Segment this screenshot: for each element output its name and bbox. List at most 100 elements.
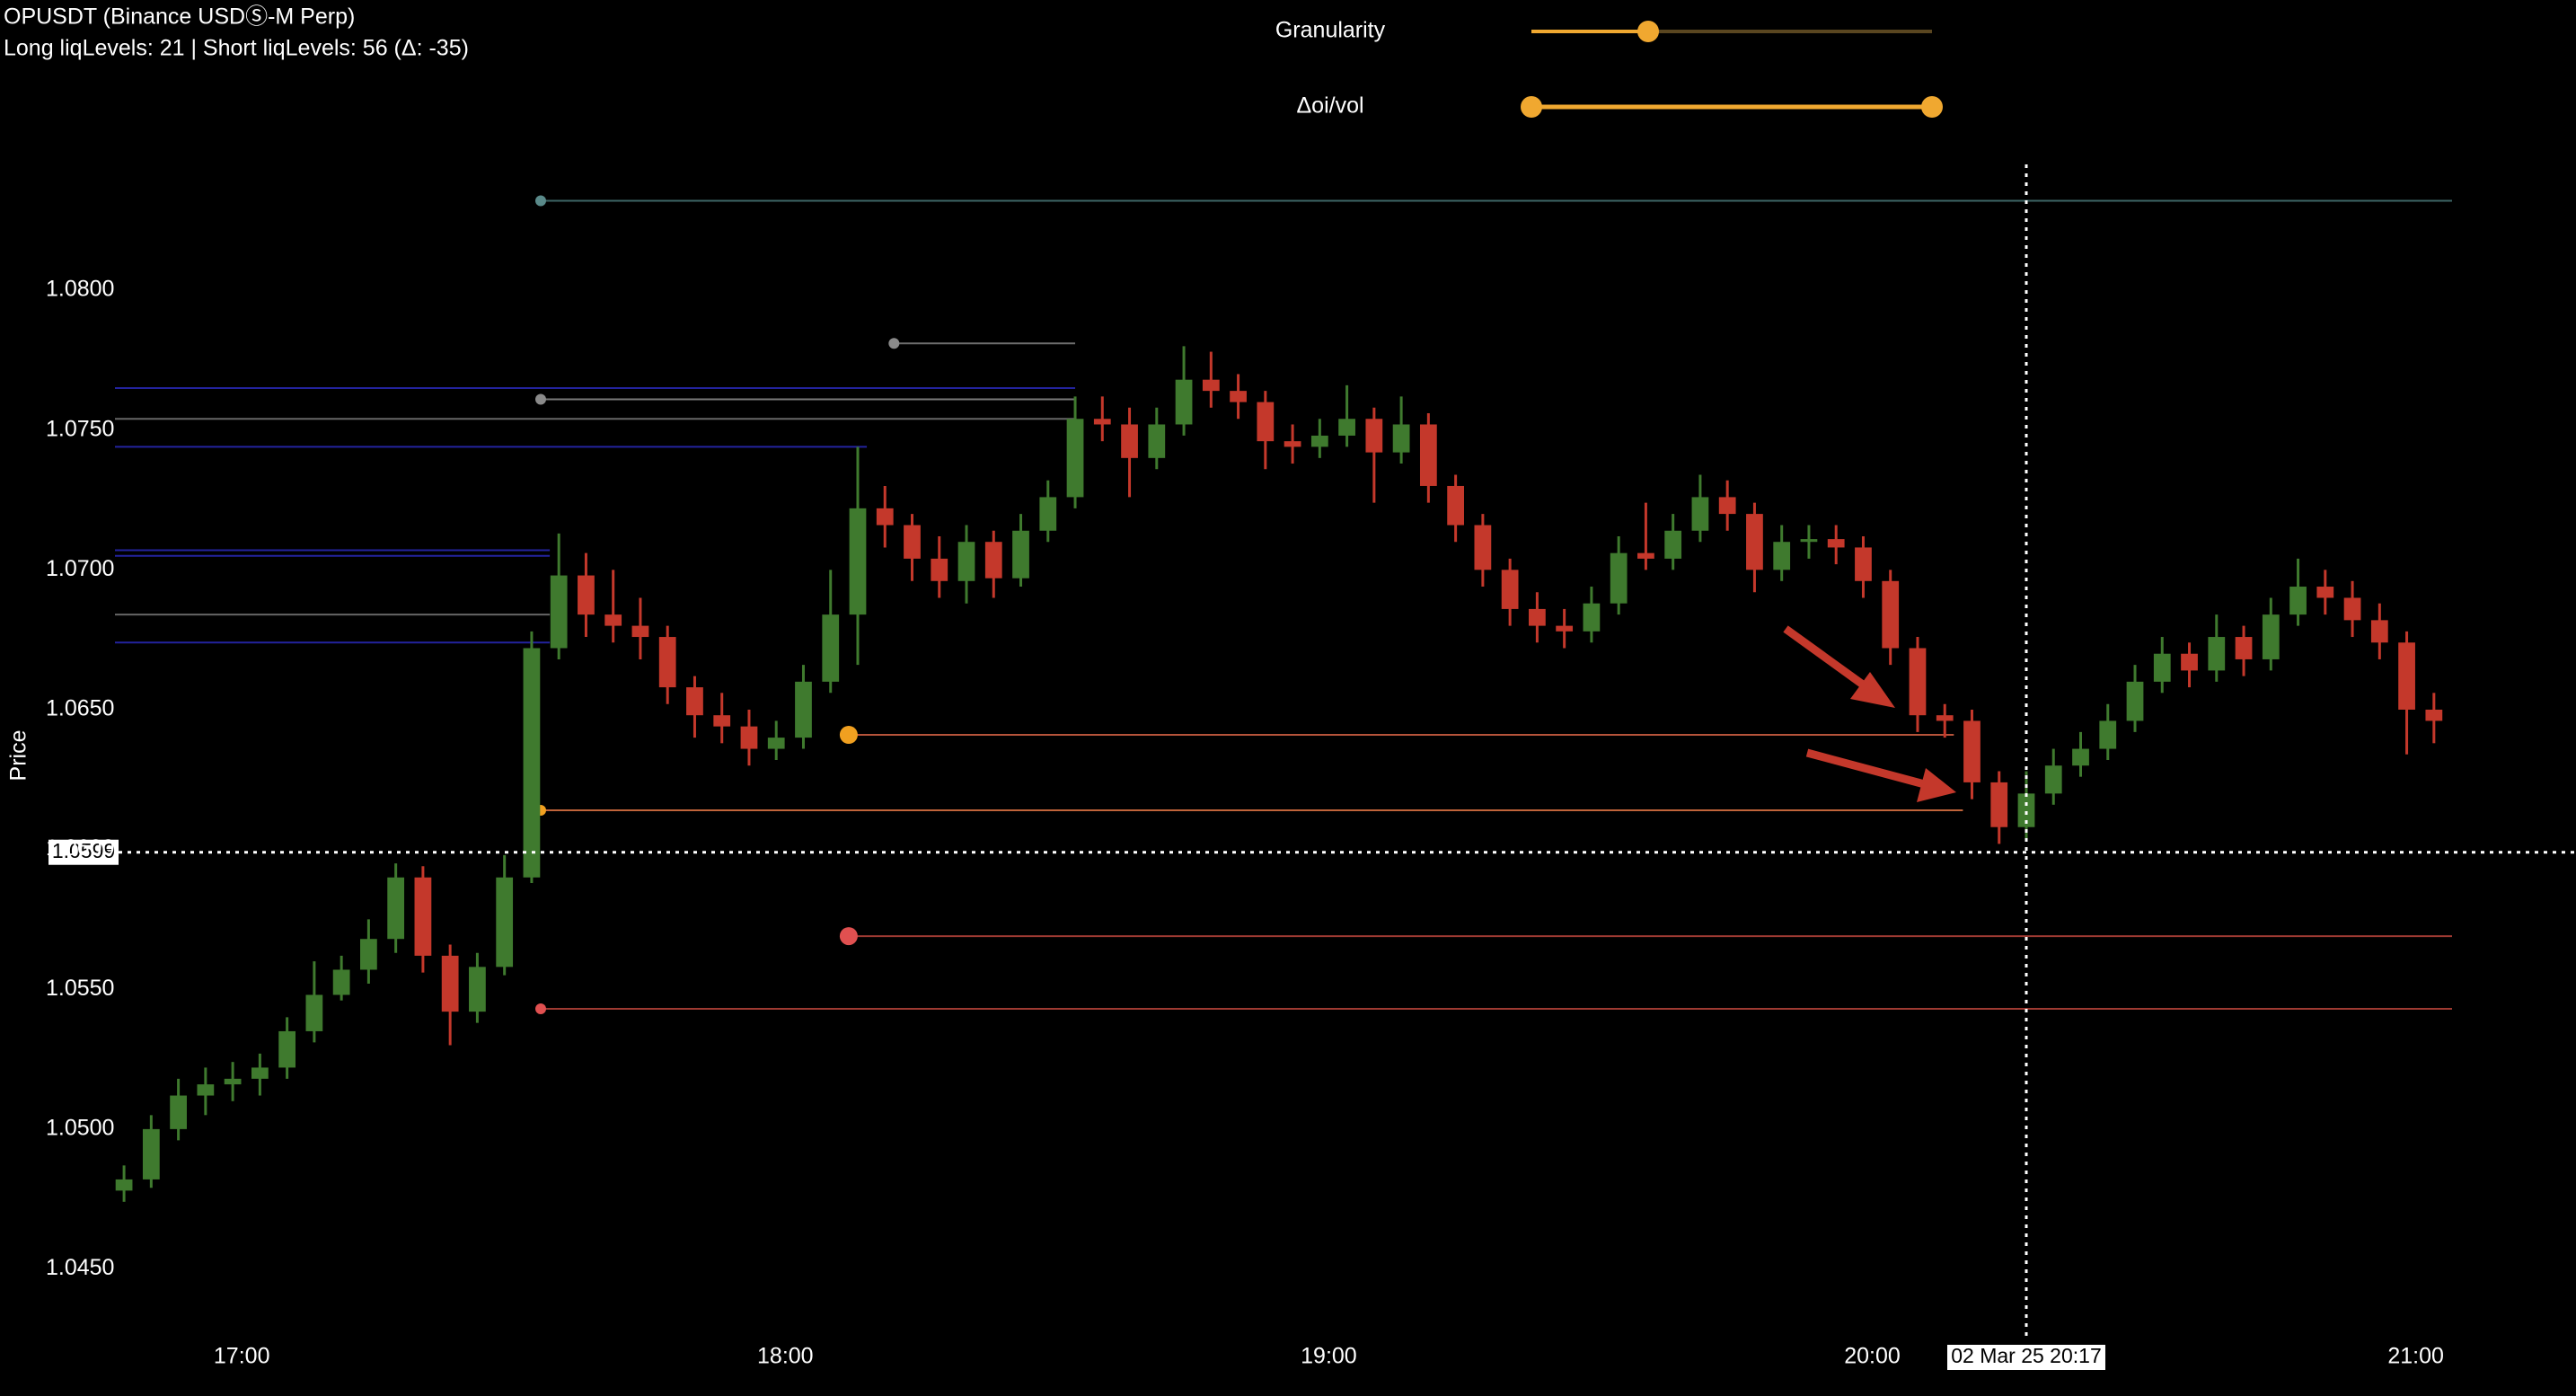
y-tick-label: 1.0550 (46, 976, 114, 1001)
candle-body (631, 625, 649, 638)
candle-body (2316, 587, 2334, 598)
candle-body (2262, 614, 2280, 659)
candle-body (2044, 765, 2062, 794)
candle-body (197, 1084, 215, 1096)
x-tick-label: 18:00 (757, 1344, 814, 1369)
crosshair-y-label: 1.0599 (52, 839, 115, 862)
candle-body (1257, 402, 1275, 442)
candle-body (1093, 419, 1111, 425)
candle-body (2235, 637, 2253, 659)
slider-knob[interactable] (1921, 96, 1943, 118)
liq-level-dot (535, 195, 547, 207)
candle-body (1664, 530, 1682, 559)
candle-body (1583, 603, 1601, 632)
candle-body (2099, 720, 2117, 749)
candle-body (849, 508, 867, 615)
candle-body (1990, 782, 2008, 827)
y-tick-label: 1.0500 (46, 1115, 114, 1140)
control-label: Δoi/vol (1296, 93, 1363, 119)
candle-body (387, 877, 405, 940)
arrow-shaft (1783, 625, 1875, 695)
y-axis-label: Price (6, 730, 31, 782)
candle-body (1202, 379, 1220, 392)
arrow-shaft (1805, 748, 1933, 791)
candle-body (1529, 608, 1546, 626)
candle-body (1746, 514, 1763, 570)
liq-level-dot (888, 338, 900, 349)
candle-body (686, 687, 703, 716)
candle-body (876, 508, 894, 526)
crosshair-x-label-box (1946, 1345, 2105, 1370)
candle-body (1556, 625, 1574, 632)
y-tick-label: 1.0650 (46, 696, 114, 721)
candle-body (904, 525, 921, 559)
candle-body (142, 1128, 160, 1180)
candle-body (931, 558, 948, 581)
candle-body (1909, 648, 1927, 716)
candle-body (2181, 653, 2198, 671)
slider-knob[interactable] (1637, 21, 1659, 42)
candle-body (1066, 419, 1084, 498)
candle-body (1718, 497, 1736, 515)
y-tick-label: 1.0700 (46, 556, 114, 581)
candle-body (1012, 530, 1029, 579)
candle-body (740, 726, 758, 749)
candle-body (305, 994, 323, 1031)
candle-body (224, 1078, 242, 1085)
candle-body (2398, 642, 2415, 710)
candle-body (795, 681, 812, 738)
candle-body (713, 715, 731, 727)
control-label: Granularity (1275, 18, 1386, 43)
candle-body (1501, 570, 1519, 609)
liq-level-dot (535, 393, 547, 405)
candle-body (1447, 485, 1464, 526)
candle-body (170, 1095, 187, 1129)
candle-body (767, 738, 785, 749)
candle-body (496, 877, 514, 967)
x-tick-label: 17:00 (214, 1344, 270, 1369)
candle-body (1121, 424, 1138, 458)
candle-body (1284, 441, 1301, 447)
candle-body (822, 614, 840, 682)
y-tick-label: 1.0450 (46, 1255, 114, 1280)
candle-body (469, 967, 486, 1012)
candle-body (1474, 525, 1492, 570)
slider-knob[interactable] (1521, 96, 1542, 118)
crosshair-x-label: 02 Mar 25 20:17 (1951, 1344, 2102, 1367)
candle-body (332, 969, 350, 995)
candle-body (957, 542, 975, 581)
candle-body (2126, 681, 2144, 721)
candle-body (251, 1067, 269, 1079)
overlay: 1.0599 02 Mar 25 20:17 (49, 164, 2576, 1370)
candle-body (2072, 748, 2089, 766)
x-tick-label: 20:00 (1844, 1344, 1901, 1369)
oi-vol-control: Δoi/vol (1296, 93, 1943, 119)
y-tick-label: 1.0800 (46, 277, 114, 302)
candle-body (578, 575, 595, 615)
candle-body (1338, 419, 1355, 436)
candle-body (2153, 653, 2171, 682)
candle-body (441, 955, 459, 1012)
liq-level-dot (535, 1003, 547, 1015)
candle-body (523, 648, 541, 878)
liq-level-dot (839, 725, 858, 744)
candle-body (1610, 552, 1628, 604)
candle-body (1936, 715, 1954, 721)
candle-body (1039, 497, 1057, 531)
granularity-control: Granularity (1275, 18, 1932, 43)
candle-body (360, 939, 377, 970)
candle-body (984, 542, 1002, 579)
candle-body (604, 614, 622, 626)
candle-body (1392, 424, 1410, 453)
candle-body (1637, 552, 1654, 559)
candle-body (1310, 435, 1328, 447)
arrow-head (1917, 768, 1956, 802)
arrow-head (1850, 672, 1895, 708)
y-tick-label: 1.0750 (46, 416, 114, 441)
candle-body (1963, 720, 1981, 782)
candle-body (1175, 379, 1193, 425)
candle-body (1230, 391, 1247, 402)
x-tick-label: 21:00 (2387, 1344, 2444, 1369)
